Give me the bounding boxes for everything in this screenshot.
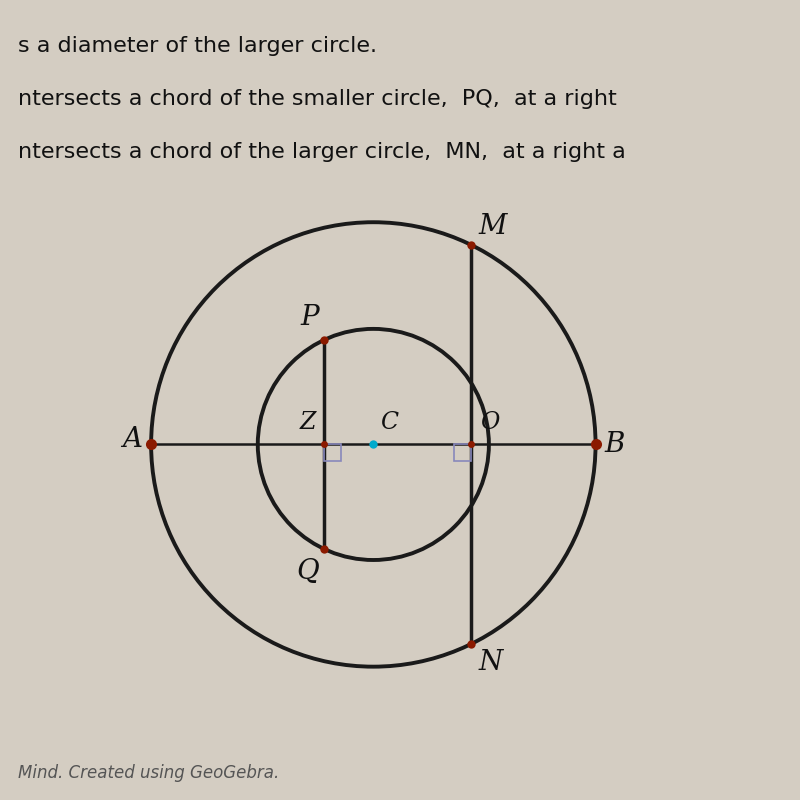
Bar (325, 445, 342, 462)
Text: M: M (478, 213, 506, 239)
Text: C: C (381, 410, 398, 434)
Text: B: B (605, 431, 625, 458)
Text: ntersects a chord of the larger circle,  MN,  at a right a: ntersects a chord of the larger circle, … (18, 142, 626, 162)
Text: Q: Q (296, 558, 319, 585)
Text: N: N (478, 650, 502, 676)
Text: P: P (301, 304, 319, 331)
Text: Z: Z (299, 410, 315, 434)
Text: A: A (122, 426, 142, 453)
Bar (454, 445, 471, 462)
Text: s a diameter of the larger circle.: s a diameter of the larger circle. (18, 35, 377, 55)
Text: O: O (480, 410, 499, 434)
Text: ntersects a chord of the smaller circle,  PQ,  at a right: ntersects a chord of the smaller circle,… (18, 89, 617, 109)
Text: Mind. Created using GeoGebra.: Mind. Created using GeoGebra. (18, 764, 279, 782)
